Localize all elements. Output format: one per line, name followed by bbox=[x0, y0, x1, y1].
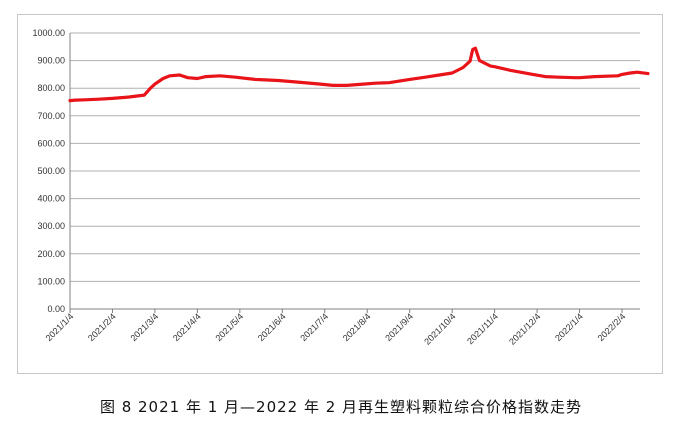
x-tick-label: 2021/11/4 bbox=[465, 311, 500, 346]
x-tick-label: 2021/9/4 bbox=[383, 311, 415, 343]
x-tick-label: 2021/2/4 bbox=[86, 311, 118, 343]
y-tick-label: 900.00 bbox=[37, 56, 65, 66]
x-tick-label: 2021/10/4 bbox=[422, 311, 457, 346]
y-tick-label: 500.00 bbox=[37, 166, 65, 176]
axes bbox=[69, 33, 623, 313]
figure-caption: 图 8 2021 年 1 月—2022 年 2 月再生塑料颗粒综合价格指数走势 bbox=[99, 398, 583, 416]
chart-frame: 0.00 100.00 200.00 300.00 400.00 500.00 600.00… bbox=[17, 14, 663, 374]
x-tick-label: 2022/2/4 bbox=[596, 311, 628, 343]
y-tick-label: 700.00 bbox=[37, 111, 65, 121]
grid-lines bbox=[70, 32, 640, 310]
y-tick-label: 600.00 bbox=[37, 138, 65, 148]
x-tick-label: 2021/1/4 bbox=[44, 311, 76, 343]
x-tick-label: 2021/3/4 bbox=[128, 311, 160, 343]
x-tick-label: 2021/5/4 bbox=[213, 311, 245, 343]
y-tick-label: 1000.00 bbox=[32, 28, 65, 38]
series-layer bbox=[68, 46, 650, 103]
y-tick-label: 800.00 bbox=[37, 83, 65, 93]
x-tick-label: 2021/4/4 bbox=[171, 311, 203, 343]
x-tick-label: 2021/12/4 bbox=[507, 311, 542, 346]
y-tick-labels: 0.00 100.00 200.00 300.00 400.00 500.00 600.00… bbox=[32, 28, 65, 314]
y-tick-label: 100.00 bbox=[37, 276, 65, 286]
x-tick-labels: 2021/1/4 2021/2/4 2021/3/4 2021/4/4 2021/5/4… bbox=[44, 311, 628, 346]
y-tick-label: 200.00 bbox=[37, 249, 65, 259]
x-tick-label: 2021/6/4 bbox=[256, 311, 288, 343]
x-tick-label: 2021/7/4 bbox=[298, 311, 330, 343]
y-tick-label: 400.00 bbox=[37, 194, 65, 204]
x-tick-label: 2022/1/4 bbox=[553, 311, 585, 343]
y-tick-label: 0.00 bbox=[47, 304, 65, 314]
x-tick-label: 2021/8/4 bbox=[341, 311, 373, 343]
series-line bbox=[68, 46, 650, 103]
y-tick-label: 300.00 bbox=[37, 221, 65, 231]
price-index-chart: 0.00 100.00 200.00 300.00 400.00 500.00 600.00… bbox=[32, 28, 650, 347]
